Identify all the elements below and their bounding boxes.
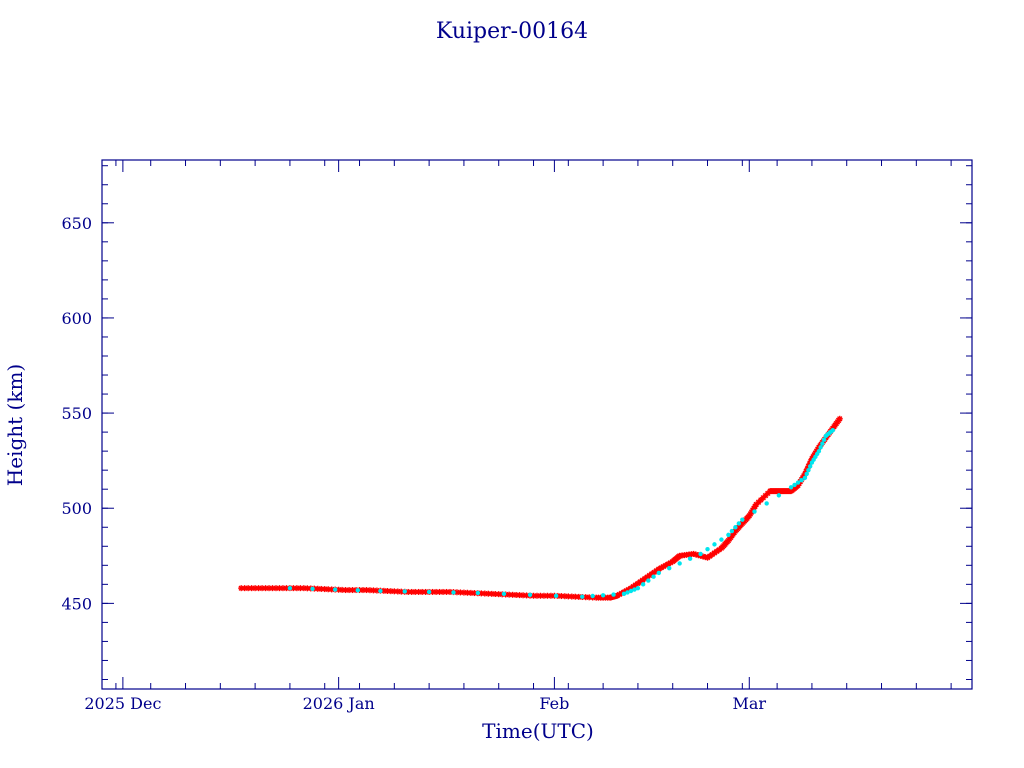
- data-point: [402, 589, 407, 594]
- series-1: [287, 428, 835, 599]
- x-axis-label: Time(UTC): [482, 719, 594, 743]
- data-point: [836, 415, 843, 422]
- data-point: [667, 565, 672, 571]
- data-point: [355, 588, 360, 593]
- data-point: [501, 591, 507, 597]
- data-point: [705, 546, 710, 552]
- data-point: [799, 477, 804, 483]
- data-point: [451, 590, 456, 595]
- data-point: [611, 592, 616, 597]
- data-point: [625, 590, 630, 595]
- data-point: [830, 428, 835, 433]
- data-point: [740, 517, 745, 522]
- data-point: [764, 501, 769, 506]
- data-point: [475, 590, 481, 596]
- data-point: [816, 448, 822, 454]
- y-tick-label: 450: [61, 594, 92, 613]
- data-point: [806, 467, 811, 473]
- y-tick-label: 500: [61, 499, 92, 518]
- data-point: [776, 493, 782, 498]
- chart-title: Kuiper-00164: [436, 19, 588, 44]
- data-point: [651, 574, 656, 579]
- data-point: [332, 587, 338, 592]
- data-point: [736, 521, 742, 526]
- data-point: [310, 586, 315, 592]
- data-point: [802, 475, 808, 480]
- data-point: [635, 585, 641, 591]
- data-point: [820, 441, 825, 446]
- y-axis-label: Height (km): [3, 364, 27, 486]
- y-tick-label: 600: [61, 309, 92, 328]
- data-point: [600, 593, 606, 598]
- data-point: [712, 542, 717, 547]
- x-tick-label: 2025 Dec: [84, 694, 161, 713]
- data-point: [729, 528, 735, 534]
- data-point: [733, 525, 738, 530]
- x-tick-label: Mar: [732, 694, 766, 713]
- y-tick-label: 550: [61, 404, 92, 423]
- data-point: [426, 589, 432, 595]
- data-point: [807, 464, 813, 469]
- data-point: [628, 588, 634, 594]
- data-point: [378, 588, 383, 594]
- axis-ticks: 2025 Dec 2026 Jan Feb Mar 450 500 550 600 650: [61, 160, 972, 713]
- series-0: [238, 415, 843, 601]
- data-point: [287, 585, 293, 591]
- plot-area: [238, 415, 843, 601]
- x-tick-label: 2026 Jan: [303, 694, 375, 713]
- data-point: [795, 480, 801, 485]
- data-point: [580, 594, 585, 599]
- data-point: [646, 578, 651, 583]
- data-point: [677, 561, 682, 566]
- data-point: [656, 570, 661, 576]
- data-point: [590, 593, 595, 599]
- data-point: [640, 582, 646, 587]
- plot-frame: [101, 159, 973, 690]
- data-point: [687, 556, 693, 561]
- data-point: [804, 471, 809, 477]
- data-point: [792, 482, 797, 488]
- data-point: [527, 592, 533, 598]
- data-point: [818, 445, 823, 450]
- data-point: [821, 437, 827, 442]
- data-point: [553, 593, 559, 598]
- data-point: [621, 591, 627, 597]
- data-point: [788, 485, 794, 490]
- data-point: [632, 587, 637, 592]
- y-tick-label: 650: [61, 214, 92, 233]
- data-point: [719, 537, 724, 542]
- x-tick-label: Feb: [539, 694, 569, 713]
- data-point: [698, 551, 703, 557]
- data-point: [726, 532, 731, 538]
- data-point: [752, 509, 757, 514]
